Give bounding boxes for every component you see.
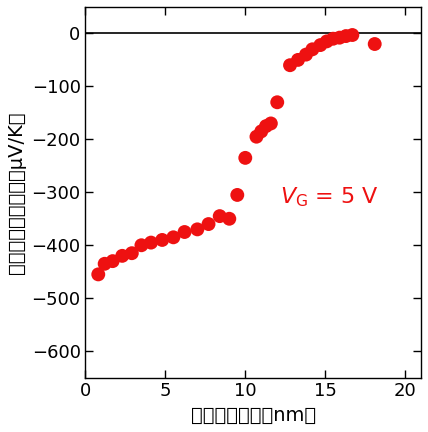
Point (128, 250, 135, 257)
Point (138, 242, 145, 249)
Point (181, 229, 188, 235)
Point (372, 41, 378, 48)
Point (170, 234, 177, 241)
Point (268, 120, 274, 127)
Point (109, 257, 116, 264)
Point (194, 226, 201, 233)
Text: $\mathit{V}_\mathrm{G}$ = 5 V: $\mathit{V}_\mathrm{G}$ = 5 V (280, 186, 379, 210)
Point (101, 260, 108, 267)
Point (119, 252, 126, 259)
Point (263, 123, 270, 130)
Point (303, 51, 309, 58)
Point (205, 221, 212, 228)
Point (287, 62, 294, 69)
Point (258, 128, 265, 135)
Point (317, 41, 324, 48)
X-axis label: 試料の厚さ　（nm）: 試料の厚さ （nm） (191, 406, 316, 425)
Point (148, 239, 155, 246)
Point (274, 99, 281, 106)
Point (330, 35, 336, 42)
Point (294, 57, 301, 64)
Point (216, 213, 223, 219)
Point (349, 32, 356, 38)
Point (309, 46, 316, 53)
Point (342, 32, 349, 39)
Point (159, 236, 166, 243)
Point (253, 133, 260, 140)
Point (95, 271, 102, 278)
Point (242, 154, 249, 161)
Point (336, 34, 343, 41)
Y-axis label: ゼーベック係数　（μV/K）: ゼーベック係数 （μV/K） (7, 111, 26, 273)
Point (323, 38, 330, 45)
Point (226, 215, 233, 222)
Point (234, 191, 241, 198)
